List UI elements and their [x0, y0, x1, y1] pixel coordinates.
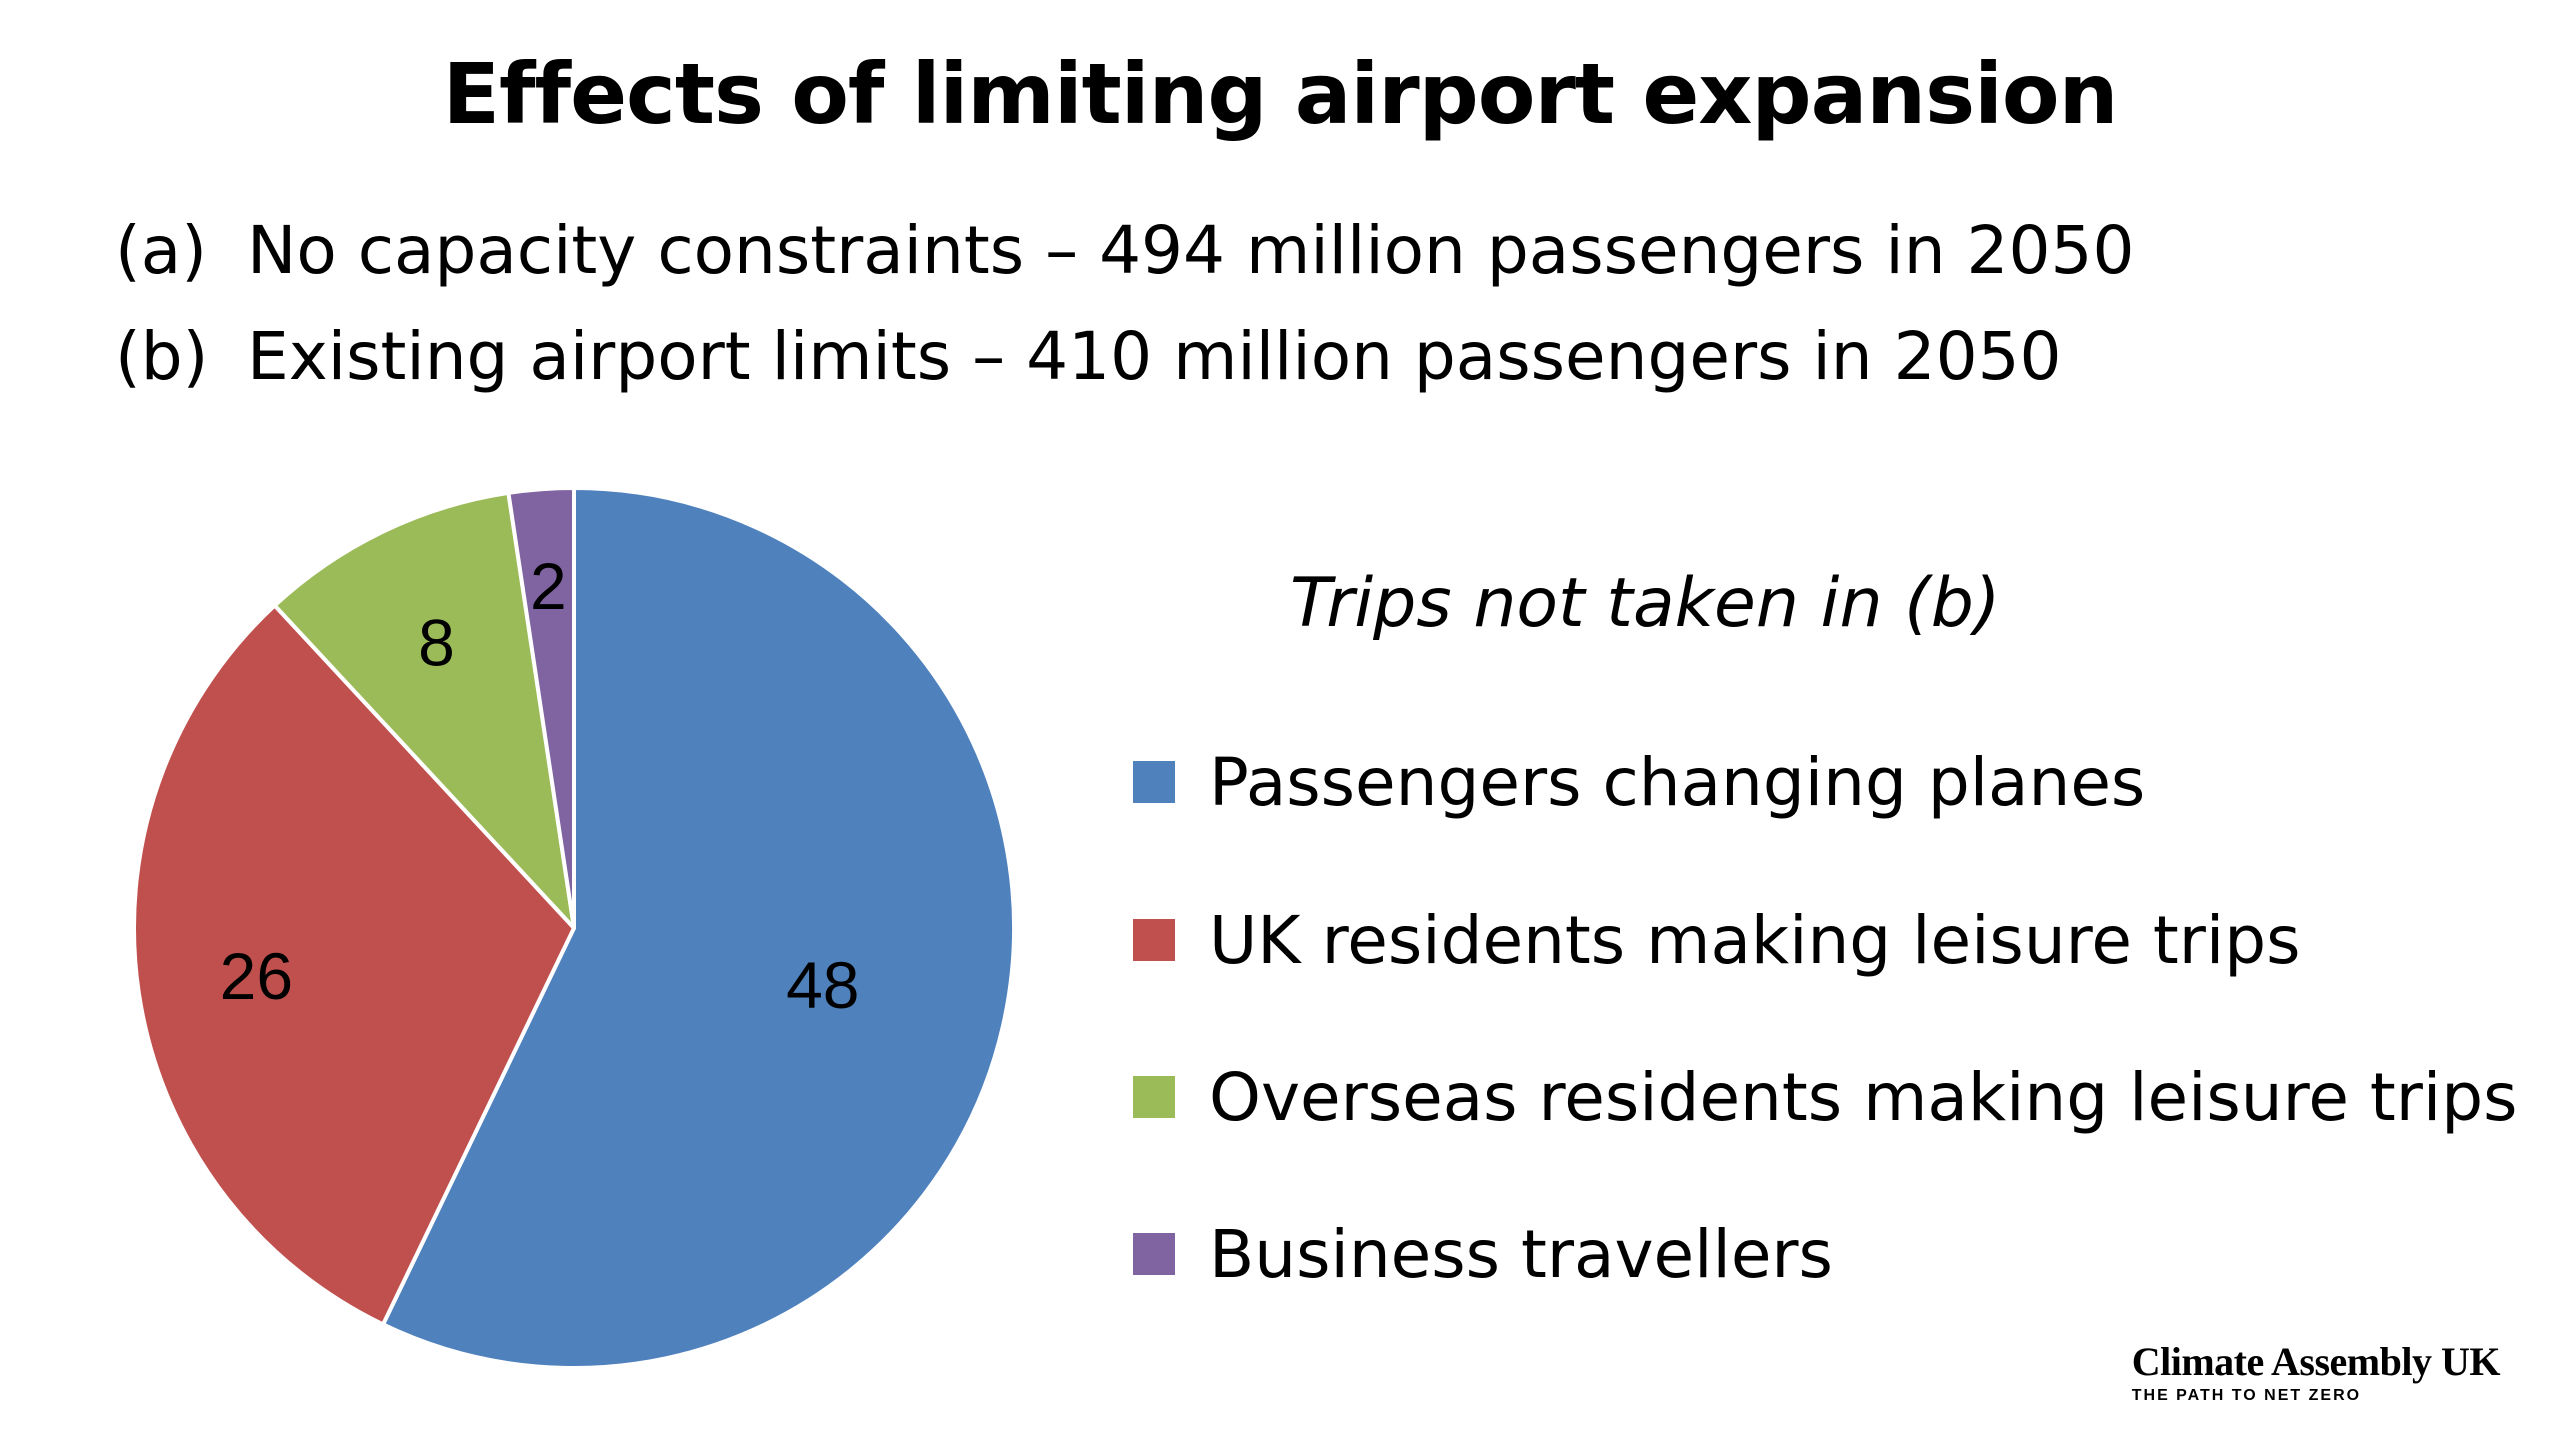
legend-swatch — [1133, 761, 1175, 803]
pie-label-uk-residents-making-leisure-trips: 26 — [220, 939, 293, 1013]
pie-label-passengers-changing-planes: 48 — [786, 948, 859, 1022]
chart-title: Effects of limiting airport expansion — [442, 45, 2119, 143]
brand-name: Climate Assembly UK — [2131, 1339, 2501, 1384]
legend-item-uk-residents-making-leisure-trips: UK residents making leisure trips — [1133, 900, 2301, 980]
legend-swatch — [1133, 1076, 1175, 1118]
scenario-b: (b) Existing airport limits – 410 million… — [115, 318, 2062, 395]
legend-label: Business travellers — [1209, 1215, 1833, 1293]
brand-tagline: THE PATH TO NET ZERO — [2131, 1387, 2362, 1404]
legend-item-business-travellers: Business travellers — [1133, 1214, 1833, 1294]
pie-label-overseas-residents-making-leisure-trips: 8 — [418, 606, 455, 680]
legend-label: Passengers changing planes — [1209, 743, 2146, 821]
legend-title: Trips not taken in (b) — [1290, 564, 2001, 643]
brand-logo: Climate Assembly UK THE PATH TO NET ZERO — [2131, 1338, 2501, 1405]
pie-label-business-travellers: 2 — [530, 549, 567, 623]
scenario-b-tag: (b) — [115, 318, 209, 395]
legend-label: Overseas residents making leisure trips — [1209, 1058, 2518, 1136]
pie-chart: 48 26 8 2 — [132, 486, 1016, 1370]
pie-slice-passengers-changing-planes — [381, 486, 1016, 1370]
scenario-a-tag: (a) — [115, 212, 207, 289]
legend-swatch — [1133, 919, 1175, 961]
scenario-a-text: No capacity constraints – 494 million pa… — [247, 212, 2135, 289]
scenario-a: (a) No capacity constraints – 494 million… — [115, 212, 2135, 289]
scenario-b-text: Existing airport limits – 410 million pa… — [247, 318, 2062, 395]
legend-swatch — [1133, 1233, 1175, 1275]
pie-slice-overseas-residents-making-leisure-trips — [272, 490, 576, 930]
legend-item-passengers-changing-planes: Passengers changing planes — [1133, 742, 2145, 822]
pie-slice-business-travellers — [506, 486, 576, 930]
pie-slice-uk-residents-making-leisure-trips — [132, 603, 576, 1327]
legend-label: UK residents making leisure trips — [1209, 901, 2301, 979]
legend-item-overseas-residents-making-leisure-trips: Overseas residents making leisure trips — [1133, 1057, 2518, 1137]
